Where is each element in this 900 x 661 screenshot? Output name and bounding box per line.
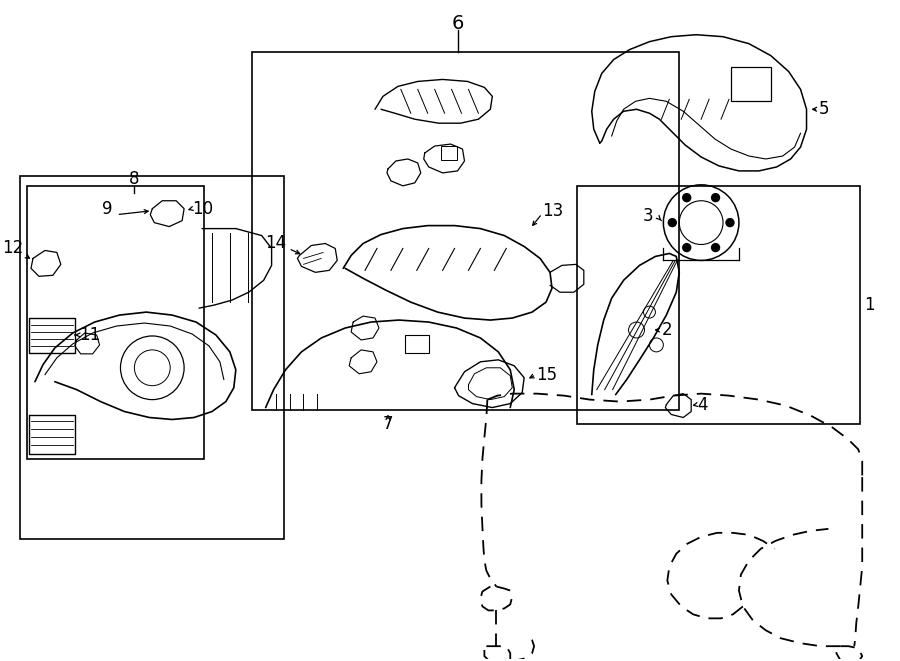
Text: 9: 9	[102, 200, 112, 217]
Bar	[27, 186, 204, 459]
Circle shape	[712, 194, 719, 202]
Text: 8: 8	[129, 170, 140, 188]
Text: 14: 14	[266, 233, 286, 251]
Text: 15: 15	[536, 366, 557, 384]
Text: 4: 4	[698, 395, 707, 414]
Bar	[29, 318, 75, 353]
Circle shape	[726, 219, 734, 227]
Text: 12: 12	[2, 239, 23, 258]
Bar	[20, 176, 284, 539]
Circle shape	[683, 194, 690, 202]
Bar	[252, 52, 680, 410]
Text: 5: 5	[818, 100, 829, 118]
Bar	[731, 67, 770, 101]
Text: 7: 7	[382, 416, 393, 434]
Text: 2: 2	[662, 321, 672, 339]
Text: 13: 13	[542, 202, 563, 219]
Circle shape	[683, 244, 690, 252]
Circle shape	[712, 244, 719, 252]
Text: 6: 6	[452, 15, 464, 33]
Text: 1: 1	[864, 296, 875, 314]
Bar	[441, 146, 456, 160]
Text: 10: 10	[192, 200, 213, 217]
Circle shape	[669, 219, 676, 227]
Bar	[405, 335, 428, 353]
Text: 3: 3	[643, 207, 653, 225]
Text: 11: 11	[78, 326, 100, 344]
Bar	[577, 186, 860, 424]
